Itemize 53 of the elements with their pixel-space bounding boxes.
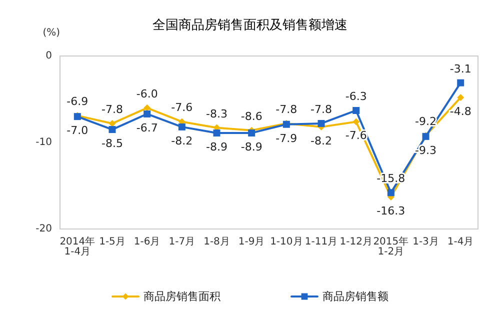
data-label: -8.3: [206, 107, 228, 120]
data-label: -6.0: [136, 87, 158, 100]
x-tick-label: 1-12月: [340, 236, 372, 248]
x-tick-label: 1-8月: [204, 236, 230, 248]
y-axis-title: (%): [42, 28, 60, 38]
data-label: -8.5: [102, 137, 123, 150]
point: [457, 94, 464, 102]
data-label: -6.9: [66, 95, 88, 108]
y-tick-label: 0: [46, 50, 52, 62]
point: [144, 104, 151, 112]
data-label: -7.6: [171, 101, 193, 114]
legend-label: 商品房销售面积: [144, 290, 220, 303]
x-tick-label: 1-9月: [238, 236, 265, 248]
data-label: -7.8: [102, 102, 123, 116]
point: [213, 129, 220, 136]
point: [108, 120, 116, 127]
data-label: -7.9: [276, 132, 298, 145]
point: [144, 110, 151, 118]
legend-label: 商品房销售额: [322, 290, 388, 303]
point: [352, 118, 360, 126]
y-tick-label: -10: [36, 137, 52, 148]
point: [457, 79, 464, 86]
x-tick-label: 1-10月: [270, 236, 303, 248]
point: [318, 120, 325, 127]
data-label: -8.9: [240, 140, 262, 154]
chart-title: 全国商品房销售面积及销售额增速: [152, 17, 348, 33]
data-label: -9.2: [415, 115, 436, 128]
point: [178, 123, 186, 130]
point: [387, 189, 394, 196]
data-label: -8.6: [240, 110, 262, 123]
data-label: -6.3: [345, 90, 367, 103]
data-label: -7.8: [276, 102, 298, 116]
point: [108, 126, 116, 134]
data-label: -3.1: [450, 62, 472, 76]
x-tick-label: 1-5月: [99, 236, 126, 248]
point: [352, 106, 360, 114]
point: [248, 129, 256, 136]
data-label: -4.8: [450, 105, 472, 118]
x-tick-label: 1-7月: [168, 236, 196, 248]
y-tick-label: -20: [36, 224, 52, 234]
x-tick-label: 1-6月: [134, 236, 160, 248]
x-tick-label: 2015年 1-2月: [373, 236, 409, 258]
data-label: -6.7: [136, 121, 158, 134]
x-tick-label: 2014年 1-4月: [60, 236, 96, 258]
x-tick-label: 1-4月: [447, 236, 474, 248]
data-label: -7.0: [66, 124, 88, 138]
data-label: -16.3: [376, 204, 406, 218]
data-label: -8.9: [206, 140, 228, 154]
x-tick-label: 1-3月: [412, 236, 439, 248]
data-label: -8.2: [310, 134, 332, 148]
data-label: -8.2: [171, 134, 193, 148]
x-tick-label: 1-11月: [304, 236, 338, 248]
data-label: -7.8: [310, 102, 332, 116]
